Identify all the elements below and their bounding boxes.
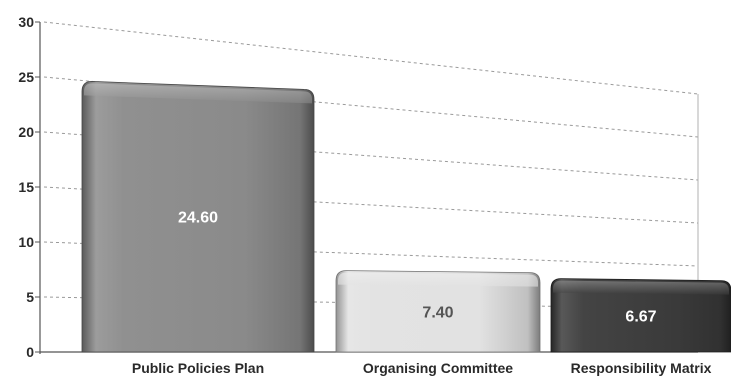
x-tick-label: Public Policies Plan bbox=[132, 360, 264, 376]
bar-top-highlight bbox=[84, 83, 312, 104]
y-tick-label: 10 bbox=[18, 234, 34, 250]
gridline bbox=[43, 21, 699, 95]
data-label: 24.60 bbox=[178, 210, 218, 227]
x-tick-label: Organising Committee bbox=[363, 360, 513, 376]
y-tick-label: 15 bbox=[18, 179, 34, 195]
bar-public-policies-plan bbox=[81, 80, 315, 353]
y-tick-label: 25 bbox=[18, 69, 34, 85]
labels: 24.60 Public Policies Plan 7.40 Organising … bbox=[132, 210, 712, 376]
bar-organising-committee bbox=[335, 270, 541, 353]
y-tick-label: 20 bbox=[18, 124, 34, 140]
y-tick-label: 0 bbox=[26, 344, 34, 360]
bars bbox=[81, 80, 731, 353]
y-tick-label: 30 bbox=[18, 14, 34, 30]
data-label: 6.67 bbox=[625, 308, 656, 325]
bar-top-highlight bbox=[338, 272, 538, 287]
bar-top-highlight bbox=[553, 280, 729, 295]
x-tick-label: Responsibility Matrix bbox=[571, 360, 712, 376]
data-label: 7.40 bbox=[422, 304, 453, 321]
y-tick-label: 5 bbox=[26, 289, 34, 305]
